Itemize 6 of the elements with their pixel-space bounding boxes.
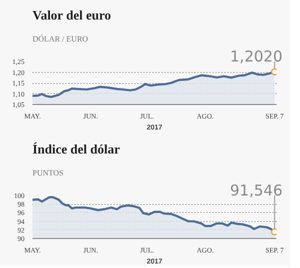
chart-subtitle: PUNTOS (32, 168, 64, 178)
chart-title: Índice del dólar (32, 142, 120, 156)
annotation: 91,546 (230, 182, 283, 200)
chart-subtitle: DÓLAR / EURO (32, 34, 88, 44)
annotation: 1,2020 (230, 48, 283, 66)
chart-title: Valor del euro (32, 8, 111, 22)
